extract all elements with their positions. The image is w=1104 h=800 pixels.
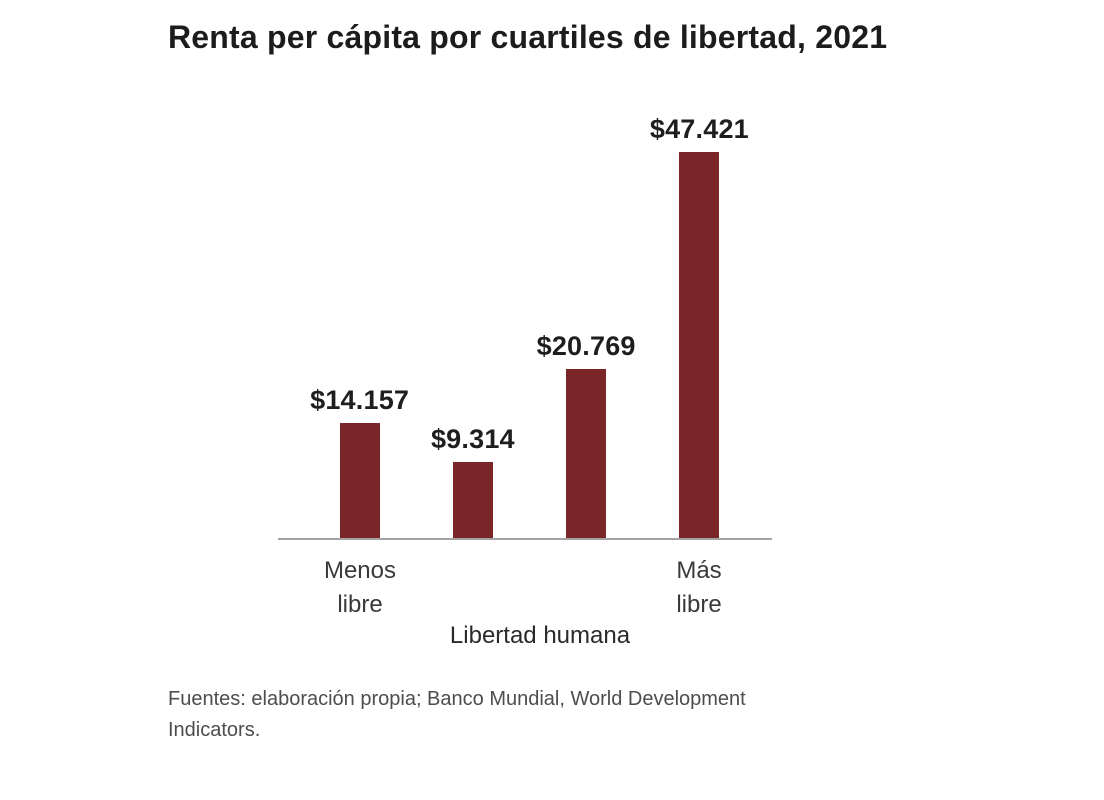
- x-axis-line: [278, 538, 772, 540]
- x-tick-label-menos-libre: Menos libre: [323, 557, 397, 619]
- bar-value-label: $20.769: [536, 330, 636, 361]
- bar-value-label: $9.314: [430, 424, 515, 455]
- bar: [452, 462, 493, 538]
- chart-title: Renta per cápita por cuartiles de libert…: [168, 19, 888, 55]
- bar: [339, 422, 380, 538]
- bar-group: $47.421: [643, 114, 756, 538]
- x-tick-label-mas-libre: Más libre: [676, 557, 722, 619]
- bar-group: $14.157: [303, 385, 416, 538]
- source-note: Fuentes: elaboración propia; Banco Mundi…: [168, 688, 746, 741]
- bar-chart: $14.157 $9.314 $20.769 $47.421: [303, 108, 756, 538]
- bar: [566, 368, 607, 538]
- bar-value-label: $47.421: [649, 114, 749, 144]
- bar-group: $20.769: [530, 331, 643, 538]
- x-axis-title: Libertad humana: [449, 622, 631, 649]
- bar-group: $9.314: [416, 424, 529, 538]
- bar-value-label: $14.157: [310, 384, 410, 415]
- bar: [679, 152, 720, 538]
